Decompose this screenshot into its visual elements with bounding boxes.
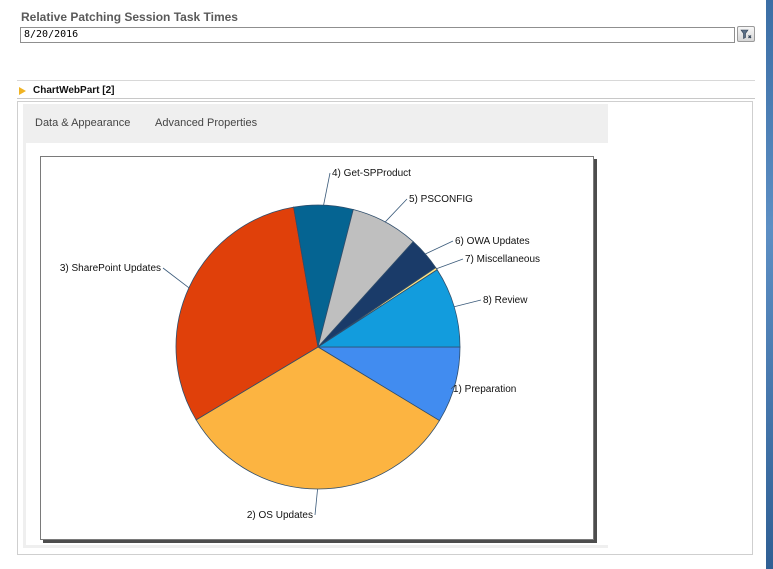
pie-leader-line [436, 258, 464, 270]
pie-slice [175, 206, 319, 421]
pie-chart: 1) Preparation 2) OS Updates 3) SharePoint… [40, 156, 594, 540]
pie-chart-svg: 1) Preparation 2) OS Updates 3) SharePoint… [60, 168, 540, 521]
pie-leader-line [314, 488, 318, 516]
pie-leader-line [450, 384, 456, 390]
pie-slice-label: 7) Miscellaneous [465, 254, 540, 265]
pie-slice-label: 1) Preparation [453, 384, 516, 395]
filter-label: Relative Patching Session Task Times [21, 10, 238, 24]
webpart-title: ChartWebPart [2] [33, 85, 115, 96]
window-edge [766, 0, 773, 569]
pie-slice-label: 4) Get-SPProduct [332, 168, 411, 179]
pie-slice-label: 5) PSCONFIG [409, 194, 473, 205]
pie-slice-label: 6) OWA Updates [455, 236, 530, 247]
pie-slice [316, 269, 461, 348]
pie-leader-line [425, 240, 454, 255]
pie-slice-label: 8) Review [483, 295, 528, 306]
tab-data-appearance[interactable]: Data & Appearance [35, 117, 131, 129]
pie-slice-label: 2) OS Updates [247, 510, 313, 521]
pie-slice-label: 3) SharePoint Updates [60, 263, 161, 274]
separator [17, 80, 755, 81]
pie-leader-line [323, 172, 331, 206]
pie-leader-line [454, 299, 482, 308]
pie-slice [195, 346, 440, 490]
date-filter-input[interactable] [20, 27, 735, 43]
filter-icon [740, 29, 752, 39]
pie-leader-line [384, 198, 408, 223]
expand-arrow-icon[interactable] [19, 87, 26, 95]
apply-filter-button[interactable] [737, 26, 755, 42]
pie-leader-line [162, 267, 190, 289]
tab-advanced-properties[interactable]: Advanced Properties [155, 117, 258, 129]
webpart-header[interactable]: ChartWebPart [2] [17, 84, 755, 99]
